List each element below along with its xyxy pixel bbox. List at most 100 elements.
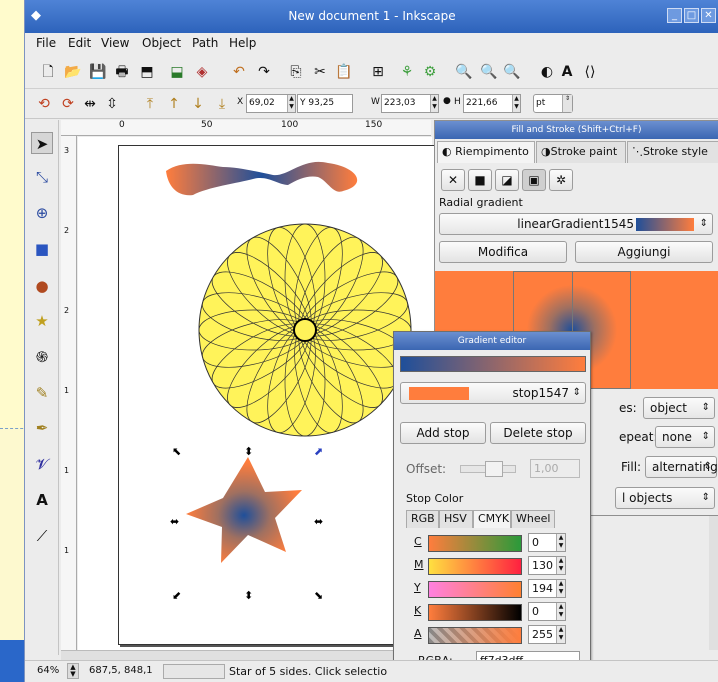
channel-k-field[interactable]: 0 ▲ ▼ [528, 602, 566, 621]
tab-cmyk[interactable]: CMYK [473, 510, 511, 528]
menu-file[interactable]: File [36, 36, 57, 50]
calligraphy-tool-icon[interactable]: 𝓥 [35, 455, 49, 473]
unit-select[interactable]: pt ⇕ [533, 94, 573, 113]
linear-gradient-button[interactable]: ◪ [495, 169, 519, 191]
fill-stroke-icon[interactable]: ◐ [540, 64, 554, 80]
spiral-tool-icon[interactable]: ֍ [35, 348, 49, 366]
gradient-select[interactable]: linearGradient1545 ⇕ [439, 213, 713, 235]
channel-c-slider[interactable] [428, 535, 522, 552]
group-icon[interactable]: ⚘ [400, 64, 414, 80]
zoom-in-icon[interactable]: 🔍 [455, 64, 473, 80]
channel-a-field[interactable]: 255 ▲ ▼ [528, 625, 566, 644]
channel-y-spinner[interactable]: ▲ ▼ [556, 580, 565, 597]
channel-m-field[interactable]: 130 ▲ ▼ [528, 556, 566, 575]
raise-top-icon[interactable]: ⤒ [146, 96, 154, 112]
cut-icon[interactable]: ✂ [314, 64, 326, 80]
export-icon[interactable]: ⬓ [170, 64, 184, 80]
flat-color-button[interactable]: ■ [468, 169, 492, 191]
channel-c-field[interactable]: 0 ▲ ▼ [528, 533, 566, 552]
h-field[interactable]: 221,66 ▲ ▼ [463, 94, 521, 113]
channel-y-field[interactable]: 194 ▲ ▼ [528, 579, 566, 598]
node-tool-icon[interactable]: ⤡ [35, 168, 48, 186]
w-spinner[interactable]: ▲ ▼ [430, 95, 438, 112]
menu-edit[interactable]: Edit [68, 36, 92, 50]
h-spinner[interactable]: ▲ ▼ [512, 95, 520, 112]
xml-editor-icon[interactable]: ⟨⟩ [584, 64, 596, 80]
pen-tool-icon[interactable]: ✒ [35, 419, 49, 437]
star-shape[interactable] [186, 457, 302, 563]
tab-rgb[interactable]: RGB [406, 510, 439, 528]
horizontal-scrollbar[interactable] [61, 650, 431, 660]
no-paint-button[interactable]: ✕ [441, 169, 465, 191]
flip-vertical-icon[interactable]: ⇳ [106, 96, 118, 112]
star-tool-icon[interactable]: ★ [35, 312, 49, 330]
ellipse-tool-icon[interactable]: ● [35, 277, 49, 295]
stop-select[interactable]: stop1547 ⇕ [400, 382, 586, 404]
save-icon[interactable]: 💾 [89, 64, 107, 80]
offset-slider-thumb[interactable] [485, 461, 503, 477]
tab-stroke-style[interactable]: ⋱Stroke style [627, 141, 718, 163]
text-tool-icon[interactable]: A [561, 64, 573, 80]
channel-c-spinner[interactable]: ▲ ▼ [556, 534, 565, 551]
selector-tool-icon[interactable]: ➤ [31, 132, 53, 154]
menu-path[interactable]: Path [192, 36, 219, 50]
x-spinner[interactable]: ▲ ▼ [287, 95, 295, 112]
zoom-value[interactable]: 64% [37, 665, 60, 676]
channel-k-slider[interactable] [428, 604, 522, 621]
add-gradient-button[interactable]: Aggiungi [575, 241, 713, 263]
pencil-tool-icon[interactable]: ✎ [35, 384, 49, 402]
redo-icon[interactable]: ↷ [258, 64, 270, 80]
offset-slider[interactable] [460, 461, 516, 477]
copy-icon[interactable]: ⎘ [290, 64, 302, 80]
menu-view[interactable]: View [101, 36, 130, 50]
paste-icon[interactable]: 📋 [335, 64, 353, 80]
channel-y-slider[interactable] [428, 581, 522, 598]
gradient-preview-area[interactable] [435, 271, 718, 389]
units-select[interactable]: object ⇕ [643, 397, 715, 419]
fill-rule-select[interactable]: alternating ⇕ [645, 456, 718, 478]
y-field[interactable]: Y 93,25 [297, 94, 353, 113]
radial-gradient-button[interactable]: ▣ [522, 169, 546, 191]
squiggle-shape[interactable] [166, 161, 358, 196]
channel-a-spinner[interactable]: ▲ ▼ [556, 626, 565, 643]
tab-hsv[interactable]: HSV [439, 510, 473, 528]
drawing[interactable]: ⬉ ⬍ ⬈ ⬌ ⬌ ⬋ ⬍ ⬊ [78, 137, 432, 652]
text-tool-icon[interactable]: A [36, 491, 48, 509]
edit-gradient-button[interactable]: Modifica [439, 241, 567, 263]
apply-to-select[interactable]: l objects ⇕ [615, 487, 715, 509]
zoom-page-icon[interactable]: 🔍 [503, 64, 521, 80]
selection-handles[interactable]: ⬉ ⬍ ⬈ ⬌ ⬌ ⬋ ⬍ ⬊ [170, 445, 323, 602]
tab-fill[interactable]: ◐ Riempimento [437, 141, 535, 163]
rotate-ccw-icon[interactable]: ⟲ [38, 96, 50, 112]
add-stop-button[interactable]: Add stop [400, 422, 486, 444]
w-field[interactable]: 223,03 ▲ ▼ [381, 94, 439, 113]
menu-object[interactable]: Object [142, 36, 182, 50]
maximize-button[interactable]: □ [684, 8, 699, 23]
raise-icon[interactable]: ↑ [168, 96, 180, 112]
lock-icon[interactable]: ● [443, 96, 451, 106]
pattern-button[interactable]: ✲ [549, 169, 573, 191]
zoom-spinner[interactable]: ▲ ▼ [67, 663, 79, 679]
repeat-select[interactable]: none ⇕ [655, 426, 715, 448]
menu-help[interactable]: Help [229, 36, 257, 50]
print-icon[interactable]: 🖶 [115, 64, 129, 80]
layer-select[interactable] [163, 664, 225, 679]
minimize-button[interactable]: _ [667, 8, 682, 23]
spirograph-circle[interactable] [197, 222, 412, 437]
channel-m-spinner[interactable]: ▲ ▼ [556, 557, 565, 574]
align-icon[interactable]: ⊞ [372, 64, 384, 80]
rotate-cw-icon[interactable]: ⟳ [62, 96, 74, 112]
tab-stroke-paint[interactable]: ◑Stroke paint [536, 141, 626, 163]
lower-icon[interactable]: ↓ [192, 96, 204, 112]
close-button[interactable]: ✕ [701, 8, 716, 23]
tab-wheel[interactable]: Wheel [511, 510, 555, 528]
ungroup-icon[interactable]: ⚙ [423, 64, 437, 80]
delete-stop-button[interactable]: Delete stop [490, 422, 586, 444]
open-icon[interactable]: 📂 [64, 64, 82, 80]
rectangle-tool-icon[interactable]: ■ [34, 240, 50, 258]
export-bitmap-icon[interactable]: ◈ [196, 64, 208, 80]
channel-m-slider[interactable] [428, 558, 522, 575]
dropper-tool-icon[interactable]: ⟋ [36, 527, 48, 545]
lower-bottom-icon[interactable]: ⤓ [218, 96, 226, 112]
x-field[interactable]: 69,02 ▲ ▼ [246, 94, 296, 113]
